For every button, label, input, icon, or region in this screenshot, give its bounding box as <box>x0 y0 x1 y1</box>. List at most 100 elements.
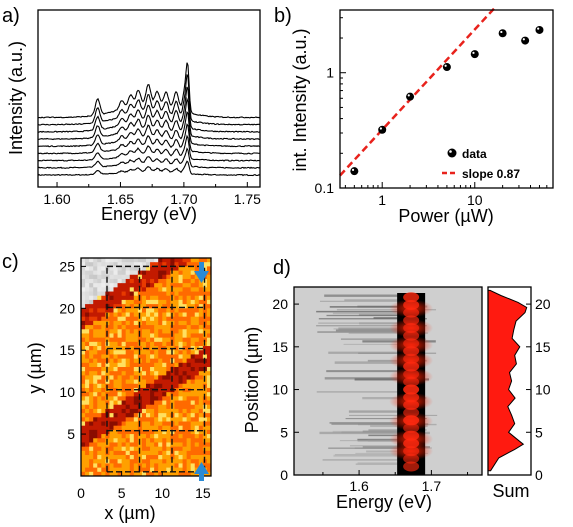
map-pixel <box>125 266 131 271</box>
map-pixel <box>162 392 167 397</box>
map-pixel <box>89 316 94 322</box>
map-pixel <box>154 304 159 309</box>
map-pixel <box>89 383 94 389</box>
map-pixel <box>101 283 106 288</box>
map-pixel <box>121 258 127 263</box>
map-pixel <box>178 379 183 385</box>
map-pixel <box>150 362 155 368</box>
map-pixel <box>162 396 167 401</box>
map-pixel <box>186 283 192 288</box>
map-pixel <box>133 434 139 439</box>
map-pixel <box>101 434 106 439</box>
map-pixel <box>198 442 204 448</box>
map-pixel <box>117 291 123 297</box>
x-tick-label: 1.6 <box>349 478 369 494</box>
map-pixel <box>190 258 196 263</box>
map-pixel <box>125 333 131 339</box>
map-pixel <box>101 299 106 305</box>
map-pixel <box>182 308 188 313</box>
map-pixel <box>81 350 86 355</box>
map-pixel <box>150 425 155 431</box>
map-pixel <box>198 383 204 389</box>
map-pixel <box>162 417 167 422</box>
map-pixel <box>81 396 86 401</box>
map-pixel <box>89 299 94 305</box>
map-pixel <box>194 379 200 385</box>
map-pixel <box>182 425 188 431</box>
map-pixel <box>117 467 123 473</box>
map-pixel <box>146 408 151 414</box>
x-tick-label: 1.7 <box>422 478 442 494</box>
map-pixel <box>113 417 118 422</box>
map-pixel <box>113 329 118 334</box>
map-pixel <box>158 350 163 355</box>
map-pixel <box>81 459 86 464</box>
map-pixel <box>178 400 183 406</box>
map-pixel <box>109 354 114 360</box>
map-pixel <box>129 350 135 355</box>
map-pixel <box>89 304 94 309</box>
map-pixel <box>85 278 90 284</box>
map-pixel <box>113 258 118 263</box>
map-pixel <box>158 442 163 448</box>
map-pixel <box>133 438 139 443</box>
map-pixel <box>166 312 171 318</box>
map-pixel <box>129 367 135 372</box>
panel-a-spectra <box>38 62 260 177</box>
map-pixel <box>198 375 204 380</box>
map-pixel <box>174 367 179 372</box>
map-pixel <box>190 341 196 347</box>
map-pixel <box>158 404 163 410</box>
map-pixel <box>206 291 211 297</box>
map-pixel <box>186 262 192 267</box>
map-pixel <box>141 295 147 301</box>
map-pixel <box>121 346 127 351</box>
map-pixel <box>174 371 179 376</box>
map-pixel <box>158 262 163 267</box>
map-pixel <box>206 270 211 276</box>
map-pixel <box>101 450 106 456</box>
map-pixel <box>170 316 175 322</box>
map-pixel <box>178 425 183 431</box>
map-pixel <box>113 471 118 476</box>
map-pixel <box>190 375 196 380</box>
map-pixel <box>141 417 147 422</box>
map-pixel <box>190 278 196 284</box>
map-pixel <box>206 413 211 418</box>
map-pixel <box>117 266 123 271</box>
map-pixel <box>113 467 118 473</box>
map-pixel <box>121 455 127 460</box>
map-pixel <box>129 467 135 473</box>
map-pixel <box>121 287 127 292</box>
map-pixel <box>117 358 123 364</box>
map-pixel <box>174 341 179 347</box>
map-pixel <box>125 463 131 469</box>
map-pixel <box>158 258 163 263</box>
map-pixel <box>146 312 151 318</box>
map-pixel <box>113 446 118 452</box>
map-pixel <box>93 325 98 330</box>
map-pixel <box>198 362 204 368</box>
map-pixel <box>190 358 196 364</box>
map-pixel <box>113 291 118 297</box>
map-pixel <box>81 287 86 292</box>
map-pixel <box>113 434 118 439</box>
map-pixel <box>141 358 147 364</box>
map-pixel <box>182 283 188 288</box>
map-pixel <box>89 337 94 343</box>
map-pixel <box>137 362 143 368</box>
map-pixel <box>105 425 110 431</box>
map-pixel <box>166 283 171 288</box>
map-pixel <box>101 442 106 448</box>
data-point <box>535 25 544 34</box>
map-pixel <box>154 467 159 473</box>
map-pixel <box>190 383 196 389</box>
map-pixel <box>121 446 127 452</box>
map-pixel <box>202 283 208 288</box>
map-pixel <box>121 421 127 427</box>
map-pixel <box>93 258 98 263</box>
map-pixel <box>137 283 143 288</box>
map-pixel <box>186 325 192 330</box>
map-pixel <box>166 295 171 301</box>
map-pixel <box>97 463 102 469</box>
